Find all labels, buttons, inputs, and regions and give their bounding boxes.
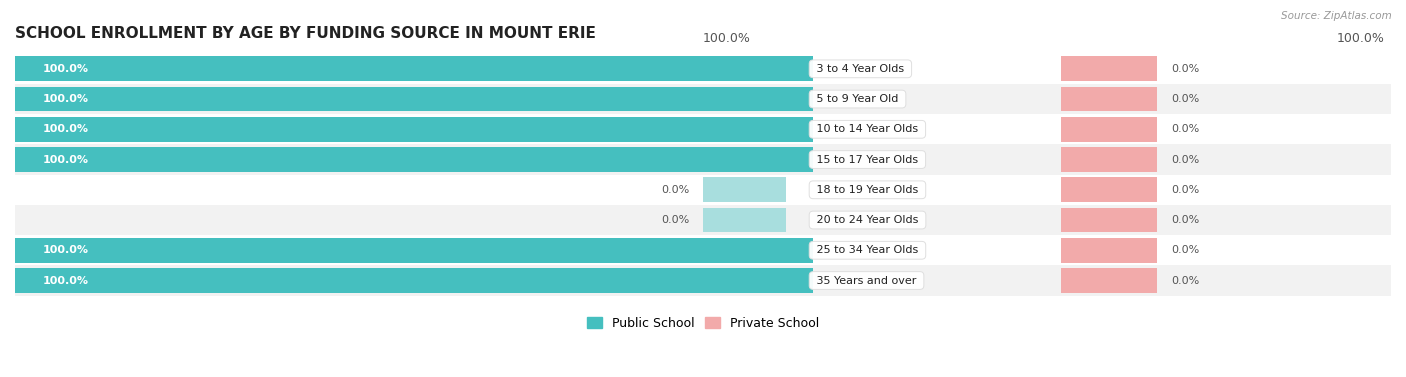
Bar — [15, 265, 1391, 296]
Bar — [15, 87, 813, 112]
Text: 18 to 19 Year Olds: 18 to 19 Year Olds — [813, 185, 922, 195]
Text: 0.0%: 0.0% — [1171, 155, 1199, 164]
Bar — [1060, 208, 1157, 233]
Bar — [15, 147, 813, 172]
Bar — [15, 57, 813, 81]
Text: 100.0%: 100.0% — [42, 64, 89, 74]
Bar — [15, 114, 1391, 144]
Text: 0.0%: 0.0% — [1171, 185, 1199, 195]
Text: 0.0%: 0.0% — [661, 215, 689, 225]
Bar — [15, 117, 813, 142]
Text: 20 to 24 Year Olds: 20 to 24 Year Olds — [813, 215, 922, 225]
Text: 100.0%: 100.0% — [42, 276, 89, 285]
Text: 100.0%: 100.0% — [703, 32, 751, 45]
Text: 0.0%: 0.0% — [1171, 276, 1199, 285]
Text: 100.0%: 100.0% — [42, 94, 89, 104]
Bar — [1060, 238, 1157, 263]
Text: 15 to 17 Year Olds: 15 to 17 Year Olds — [813, 155, 922, 164]
Text: 25 to 34 Year Olds: 25 to 34 Year Olds — [813, 245, 922, 255]
Text: 100.0%: 100.0% — [42, 245, 89, 255]
Bar — [1060, 178, 1157, 202]
Text: 100.0%: 100.0% — [1336, 32, 1384, 45]
Text: SCHOOL ENROLLMENT BY AGE BY FUNDING SOURCE IN MOUNT ERIE: SCHOOL ENROLLMENT BY AGE BY FUNDING SOUR… — [15, 26, 596, 41]
Text: Source: ZipAtlas.com: Source: ZipAtlas.com — [1281, 11, 1392, 21]
Text: 5 to 9 Year Old: 5 to 9 Year Old — [813, 94, 903, 104]
Bar — [15, 205, 1391, 235]
Text: 100.0%: 100.0% — [42, 155, 89, 164]
Legend: Public School, Private School: Public School, Private School — [582, 312, 824, 335]
Bar — [1060, 268, 1157, 293]
Text: 0.0%: 0.0% — [1171, 124, 1199, 134]
Bar — [703, 208, 786, 233]
Text: 100.0%: 100.0% — [42, 124, 89, 134]
Text: 0.0%: 0.0% — [1171, 64, 1199, 74]
Bar — [15, 175, 1391, 205]
Text: 10 to 14 Year Olds: 10 to 14 Year Olds — [813, 124, 922, 134]
Bar — [1060, 87, 1157, 112]
Bar — [15, 84, 1391, 114]
Bar — [1060, 147, 1157, 172]
Text: 0.0%: 0.0% — [661, 185, 689, 195]
Text: 0.0%: 0.0% — [1171, 94, 1199, 104]
Text: 35 Years and over: 35 Years and over — [813, 276, 920, 285]
Text: 3 to 4 Year Olds: 3 to 4 Year Olds — [813, 64, 908, 74]
Text: 0.0%: 0.0% — [1171, 245, 1199, 255]
Bar — [1060, 57, 1157, 81]
Bar — [15, 268, 813, 293]
Bar — [15, 238, 813, 263]
Text: 0.0%: 0.0% — [1171, 215, 1199, 225]
Bar — [15, 235, 1391, 265]
Bar — [15, 144, 1391, 175]
Bar — [15, 54, 1391, 84]
Bar — [703, 178, 786, 202]
Bar — [1060, 117, 1157, 142]
